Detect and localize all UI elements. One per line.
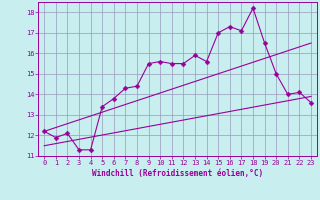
- X-axis label: Windchill (Refroidissement éolien,°C): Windchill (Refroidissement éolien,°C): [92, 169, 263, 178]
